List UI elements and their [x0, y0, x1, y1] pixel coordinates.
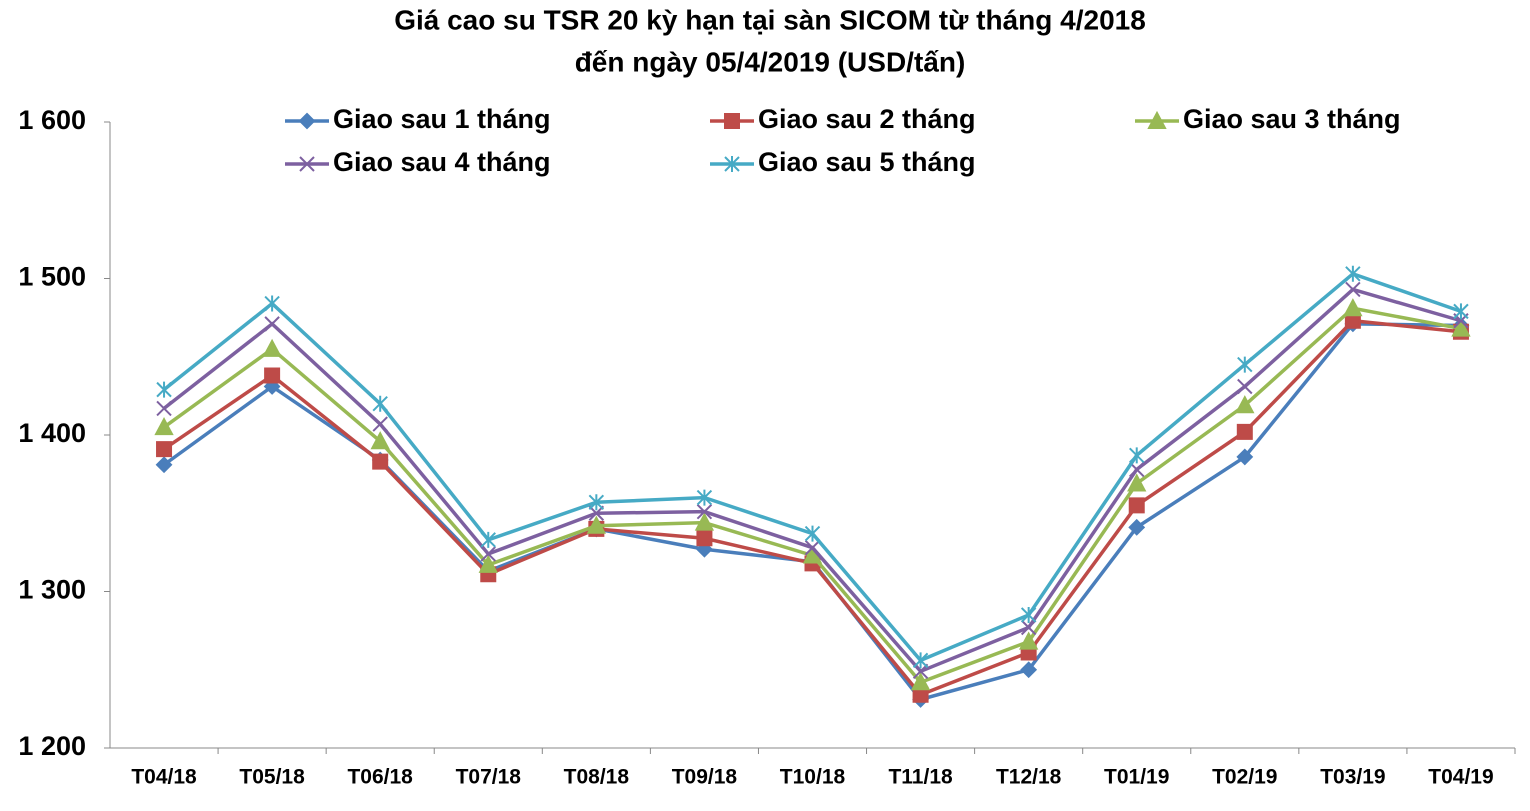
x-tick-label: T09/18 [672, 766, 738, 789]
data-point [372, 453, 389, 470]
data-point [1018, 631, 1039, 650]
data-point [156, 381, 172, 398]
y-tick-label: 1 300 [18, 575, 86, 605]
data-point [1128, 518, 1146, 536]
series-line [163, 322, 1461, 702]
legend-label: Giao sau 1 tháng [333, 104, 551, 134]
chart-subtitle: đến ngày 05/4/2019 (USD/tấn) [575, 46, 966, 77]
data-point [156, 441, 173, 458]
data-point [264, 295, 280, 312]
data-point [156, 400, 172, 417]
data-point [264, 367, 281, 384]
y-tick-label: 1 400 [18, 418, 86, 448]
data-point [1127, 473, 1147, 492]
legend-marker [1147, 110, 1167, 129]
data-point [372, 395, 388, 412]
data-point [1343, 298, 1363, 317]
data-point [1236, 448, 1254, 466]
data-point [910, 672, 931, 691]
x-tick-label: T06/18 [347, 766, 413, 789]
data-point [1345, 281, 1361, 298]
data-point [696, 530, 713, 547]
x-tick-label: T08/18 [564, 766, 630, 789]
data-point [696, 503, 713, 520]
data-point [480, 546, 496, 562]
data-point [912, 652, 929, 669]
data-point [1020, 661, 1038, 679]
data-point [372, 416, 388, 432]
x-tick-label: T10/18 [780, 766, 846, 789]
x-tick-label: T11/18 [888, 766, 953, 789]
data-point [696, 489, 713, 506]
y-tick-label: 1 200 [18, 731, 86, 761]
data-point [370, 431, 390, 450]
data-point [154, 417, 174, 436]
x-tick-label: T12/18 [996, 766, 1062, 789]
y-tick-label: 1 500 [18, 262, 86, 292]
series-line [163, 306, 1462, 685]
data-point [694, 512, 715, 531]
series-line [162, 271, 1462, 663]
legend-label: Giao sau 4 tháng [333, 147, 551, 177]
data-point [1020, 619, 1037, 636]
data-point [1128, 497, 1145, 514]
x-tick-label: T04/18 [131, 766, 197, 789]
data-point [1451, 318, 1471, 337]
legend-marker [724, 113, 740, 129]
data-point [480, 531, 496, 548]
legend-label: Giao sau 5 tháng [758, 147, 976, 177]
data-point [478, 554, 498, 573]
x-tick-label: T01/19 [1104, 766, 1169, 789]
data-point [804, 525, 821, 542]
data-point [912, 663, 929, 680]
data-point [1020, 606, 1037, 623]
x-tick-label: T03/19 [1320, 766, 1385, 789]
x-tick-label: T04/19 [1428, 766, 1493, 789]
legend-marker [298, 112, 316, 130]
data-point [1345, 265, 1361, 282]
legend-label: Giao sau 2 tháng [758, 104, 976, 134]
data-point [1129, 447, 1145, 464]
data-point [588, 494, 605, 511]
legend-marker [724, 156, 740, 172]
y-tick-label: 1 600 [18, 105, 86, 135]
data-point [802, 545, 823, 564]
legend-marker [299, 156, 315, 172]
data-point [1236, 423, 1253, 440]
series-line [163, 318, 1462, 697]
data-point [155, 456, 173, 474]
x-tick-label: T07/18 [456, 766, 522, 789]
data-point [1237, 378, 1253, 395]
x-tick-label: T05/18 [239, 766, 305, 789]
x-tick-label: T02/19 [1212, 766, 1277, 789]
data-point [1235, 395, 1255, 414]
data-point [804, 539, 821, 556]
legend-label: Giao sau 3 tháng [1183, 104, 1401, 134]
chart-title: Giá cao su TSR 20 kỳ hạn tại sàn SICOM t… [394, 4, 1146, 35]
data-point [262, 338, 282, 357]
data-point [1237, 356, 1253, 373]
data-point [586, 515, 607, 534]
data-point [264, 316, 280, 332]
data-point [588, 505, 605, 521]
data-point [1453, 303, 1469, 320]
